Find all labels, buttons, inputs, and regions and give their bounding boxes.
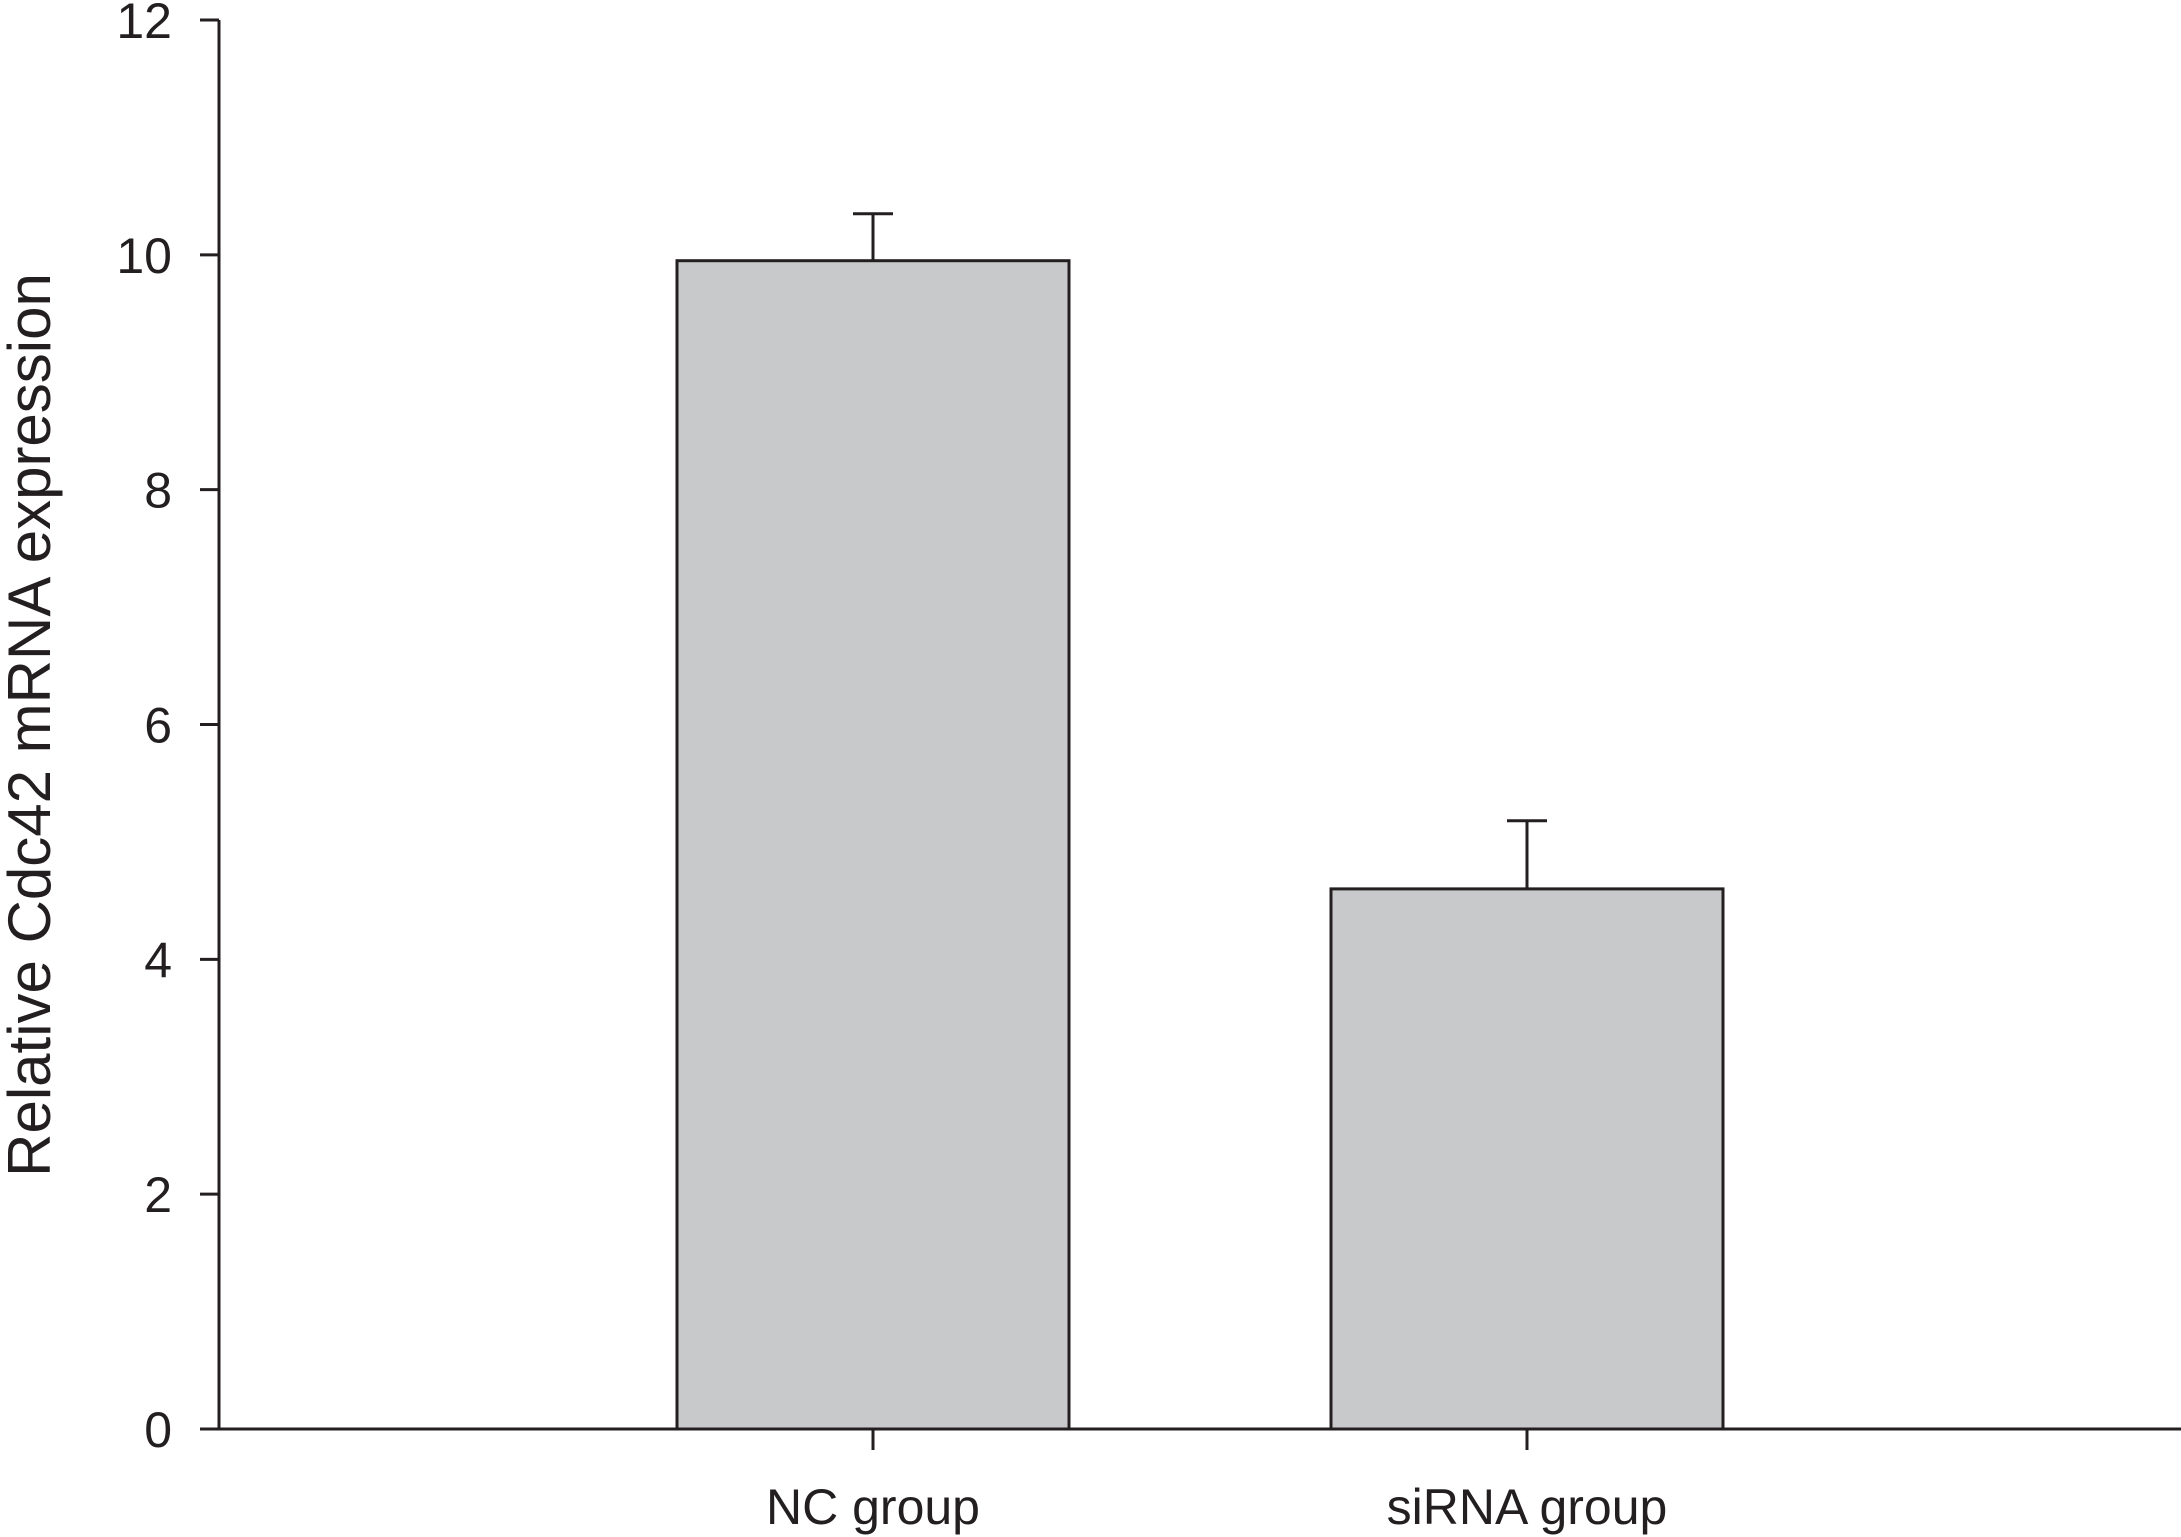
y-tick-label-1: 2 <box>144 1167 172 1223</box>
y-axis-title: Relative Cdc42 mRNA expression <box>0 273 63 1177</box>
y-tick-label-6: 12 <box>116 0 172 49</box>
x-tick-label-0: NC group <box>766 1479 980 1535</box>
y-tick-label-4: 8 <box>144 463 172 519</box>
y-tick-label-5: 10 <box>116 228 172 284</box>
bar-1 <box>1329 887 1725 1431</box>
bars-group <box>675 259 1725 1431</box>
y-tick-label-3: 6 <box>144 698 172 754</box>
x-tick-label-1: siRNA group <box>1387 1479 1668 1535</box>
y-tick-label-0: 0 <box>144 1402 172 1458</box>
y-ticks-group: 0 2 4 6 8 10 12 <box>116 0 219 1458</box>
error-bars-group <box>853 212 1547 889</box>
x-ticks-group: NC group siRNA group <box>766 1429 1667 1535</box>
y-tick-label-2: 4 <box>144 932 172 988</box>
bar-0 <box>675 259 1071 1431</box>
